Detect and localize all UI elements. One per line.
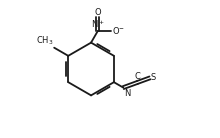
- Text: CH$_3$: CH$_3$: [36, 34, 53, 47]
- Text: N$^+$: N$^+$: [91, 18, 105, 30]
- Text: C: C: [135, 72, 140, 81]
- Text: O: O: [95, 8, 101, 17]
- Text: N: N: [124, 89, 130, 98]
- Text: S: S: [151, 73, 156, 82]
- Text: O$^{-}$: O$^{-}$: [112, 25, 125, 36]
